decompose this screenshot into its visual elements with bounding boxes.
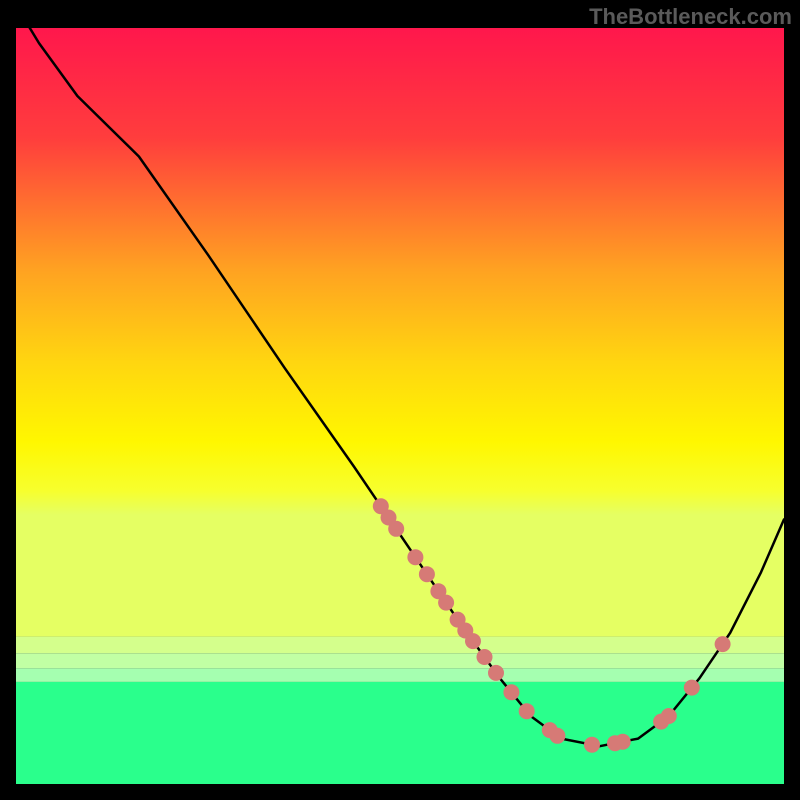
data-marker xyxy=(584,737,600,753)
data-marker xyxy=(715,636,731,652)
data-marker xyxy=(661,708,677,724)
background-band-0 xyxy=(16,637,784,654)
watermark-text: TheBottleneck.com xyxy=(589,4,792,30)
data-marker xyxy=(488,665,504,681)
data-marker xyxy=(465,633,481,649)
data-marker xyxy=(684,680,700,696)
data-marker xyxy=(477,649,493,665)
data-marker xyxy=(388,521,404,537)
data-marker xyxy=(438,595,454,611)
data-marker xyxy=(519,703,535,719)
background-band-1 xyxy=(16,653,784,668)
data-marker xyxy=(419,566,435,582)
data-marker xyxy=(407,549,423,565)
background-band-2 xyxy=(16,668,784,682)
data-marker xyxy=(615,734,631,750)
gradient-background xyxy=(16,28,784,637)
chart-container: TheBottleneck.com xyxy=(0,0,800,800)
data-marker xyxy=(549,728,565,744)
plot-area xyxy=(16,28,784,784)
plot-svg xyxy=(16,28,784,784)
background-band-3 xyxy=(16,682,784,784)
data-marker xyxy=(503,684,519,700)
